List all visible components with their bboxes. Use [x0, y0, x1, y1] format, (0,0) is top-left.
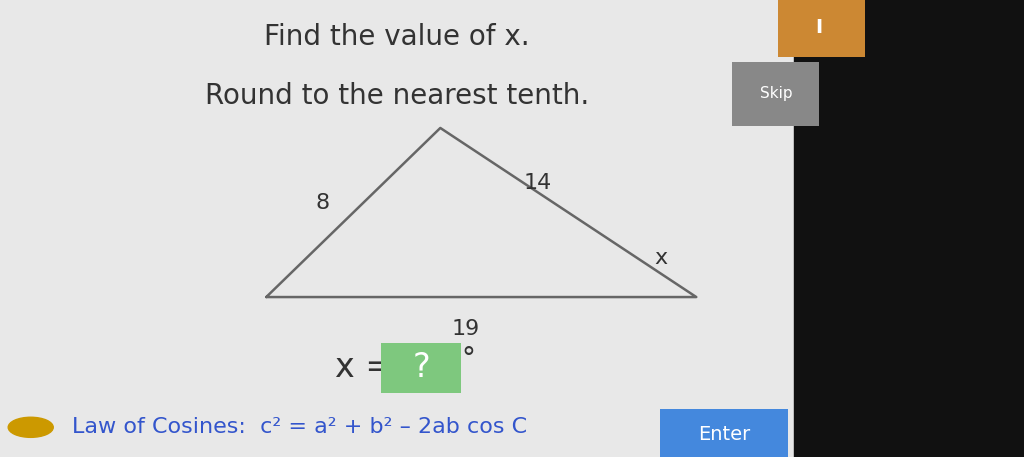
Bar	[794, 0, 1024, 457]
FancyBboxPatch shape	[660, 409, 788, 457]
Text: 8: 8	[315, 193, 330, 213]
Text: ?: ?	[413, 351, 430, 384]
Text: Enter: Enter	[698, 425, 751, 444]
Text: I: I	[816, 18, 822, 37]
Text: 14: 14	[523, 173, 552, 193]
Text: °: °	[461, 345, 475, 373]
Text: Skip: Skip	[760, 86, 793, 101]
FancyBboxPatch shape	[381, 343, 461, 393]
Text: x: x	[654, 248, 667, 268]
FancyBboxPatch shape	[732, 62, 819, 126]
Text: Round to the nearest tenth.: Round to the nearest tenth.	[205, 82, 589, 110]
Circle shape	[8, 417, 53, 437]
Text: Law of Cosines:  c² = a² + b² – 2ab cos C: Law of Cosines: c² = a² + b² – 2ab cos C	[72, 417, 526, 437]
Text: Find the value of x.: Find the value of x.	[264, 23, 529, 51]
FancyBboxPatch shape	[778, 0, 865, 57]
Text: 19: 19	[452, 319, 480, 339]
Text: x =: x =	[336, 351, 404, 384]
